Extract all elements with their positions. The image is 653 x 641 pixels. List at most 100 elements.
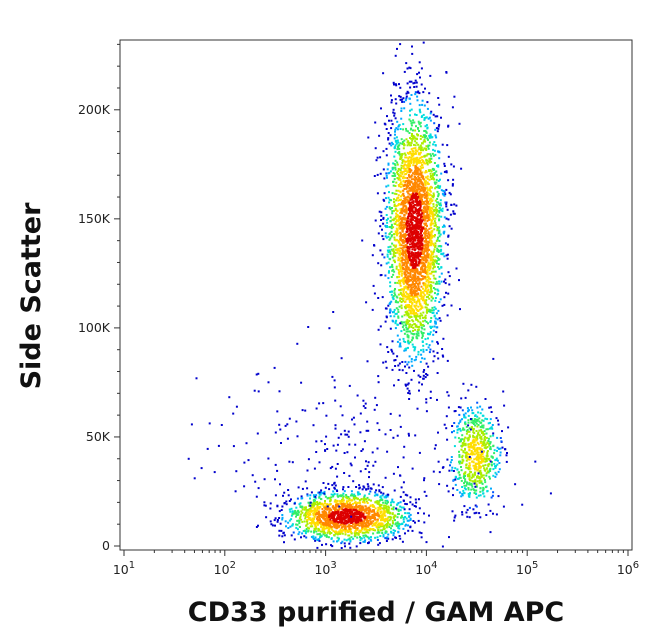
event-point	[464, 412, 467, 415]
event-point	[413, 314, 416, 317]
event-point	[343, 522, 346, 525]
event-point	[410, 358, 413, 360]
event-point	[410, 253, 413, 256]
event-point	[426, 161, 428, 164]
event-point	[406, 248, 409, 251]
event-point	[341, 504, 344, 507]
event-point	[418, 289, 421, 291]
event-point	[338, 494, 341, 497]
event-point	[410, 141, 413, 144]
event-point	[322, 517, 325, 520]
event-point	[424, 171, 427, 174]
event-point	[425, 170, 427, 172]
event-point	[435, 331, 438, 334]
event-point	[417, 334, 420, 337]
event-point	[321, 523, 324, 526]
event-point	[318, 515, 321, 518]
event-point	[336, 514, 339, 517]
event-point	[505, 454, 508, 457]
event-point	[374, 518, 377, 521]
event-point	[321, 515, 323, 518]
event-point	[355, 524, 358, 527]
event-point	[407, 339, 410, 342]
event-point	[380, 518, 383, 521]
event-point	[419, 213, 422, 216]
event-point	[416, 217, 419, 220]
event-point	[367, 520, 370, 522]
event-point	[430, 299, 433, 302]
event-point	[332, 494, 335, 497]
event-point	[404, 233, 407, 235]
event-point	[341, 523, 344, 526]
event-point	[317, 506, 320, 509]
event-point	[313, 515, 316, 518]
event-point	[348, 497, 351, 500]
event-point	[330, 520, 333, 523]
event-point	[398, 144, 401, 147]
event-point	[433, 141, 436, 144]
event-point	[446, 253, 449, 256]
event-point	[385, 205, 388, 208]
event-point	[349, 539, 352, 542]
event-point	[396, 239, 399, 242]
event-point	[317, 491, 320, 494]
event-point	[423, 134, 426, 137]
event-point	[291, 523, 294, 526]
event-point	[303, 508, 306, 511]
event-point	[403, 142, 405, 145]
event-point	[399, 345, 402, 348]
event-point	[419, 220, 421, 223]
event-point	[419, 317, 422, 320]
event-point	[423, 139, 426, 142]
event-point	[437, 357, 440, 360]
event-point	[435, 204, 438, 206]
event-point	[322, 504, 325, 507]
event-point	[380, 219, 382, 221]
event-point	[378, 134, 381, 137]
event-point	[415, 355, 418, 358]
event-point	[400, 288, 402, 291]
event-point	[313, 522, 316, 525]
event-point	[388, 311, 391, 314]
event-point	[417, 210, 420, 213]
event-point	[425, 203, 428, 206]
event-point	[340, 515, 343, 518]
event-point	[438, 275, 441, 278]
event-point	[413, 244, 416, 246]
event-point	[345, 513, 348, 516]
event-point	[394, 166, 397, 169]
event-point	[400, 307, 403, 310]
event-point	[426, 256, 429, 259]
event-point	[414, 192, 417, 195]
event-point	[368, 529, 371, 532]
event-point	[386, 221, 389, 224]
event-point	[366, 528, 369, 531]
event-point	[409, 109, 411, 112]
event-point	[308, 508, 311, 510]
event-point	[418, 260, 421, 263]
event-point	[363, 527, 366, 530]
event-point	[430, 221, 433, 224]
event-point	[415, 290, 418, 293]
event-point	[393, 192, 396, 195]
event-point	[408, 250, 411, 253]
event-point	[383, 524, 386, 527]
event-point	[416, 186, 419, 189]
event-point	[433, 314, 436, 317]
event-point	[409, 517, 412, 520]
event-point	[302, 530, 305, 532]
event-point	[341, 521, 344, 524]
event-point	[420, 161, 423, 164]
event-point	[418, 207, 421, 210]
event-point	[396, 251, 399, 254]
event-point	[416, 319, 419, 321]
event-point	[411, 364, 414, 367]
event-point	[402, 258, 405, 261]
event-point	[393, 146, 396, 149]
event-point	[351, 508, 353, 511]
event-point	[499, 437, 502, 439]
event-point	[291, 510, 294, 513]
event-point	[369, 487, 372, 490]
event-point	[340, 510, 343, 513]
event-point	[327, 496, 330, 499]
